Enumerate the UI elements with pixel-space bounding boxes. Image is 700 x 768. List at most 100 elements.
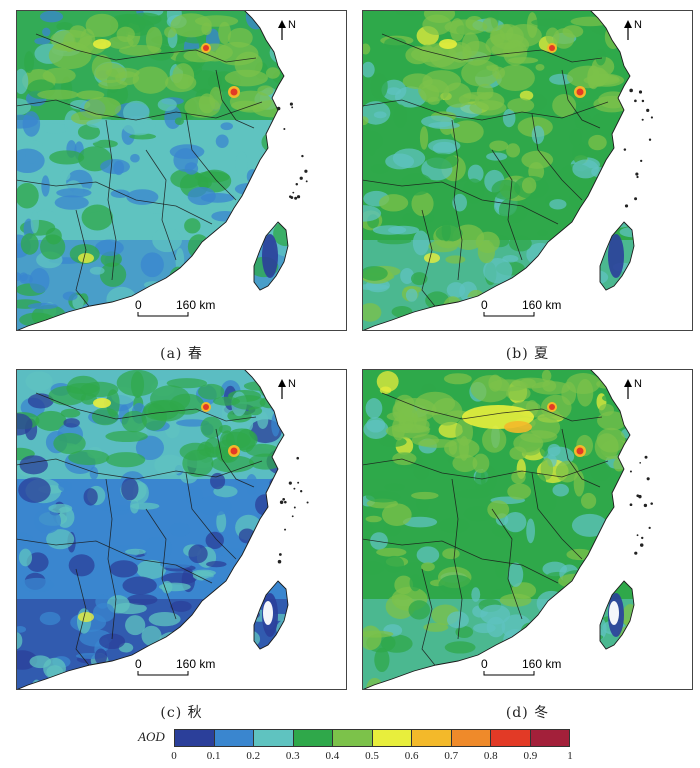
- legend-swatch: [214, 730, 254, 746]
- legend-tick-label: 0.5: [365, 750, 379, 762]
- legend-tick-label: 0.4: [325, 750, 340, 762]
- island: [293, 506, 296, 509]
- coastline: [16, 369, 285, 690]
- island: [629, 470, 632, 473]
- legend-tick-label: 0: [171, 750, 177, 762]
- scale-bar: 0 160 km: [135, 298, 215, 317]
- legend-tick-label: 0.1: [206, 750, 221, 762]
- scale-zero-label: 0: [481, 657, 488, 671]
- north-label: N: [288, 19, 296, 31]
- island: [296, 195, 301, 199]
- island: [641, 536, 644, 540]
- island: [293, 487, 296, 490]
- island: [644, 455, 648, 459]
- scale-distance-label: 160 km: [176, 657, 215, 671]
- island: [295, 183, 299, 186]
- legend-swatch: [491, 730, 531, 746]
- aod-map-autumn: N 0 160 km: [16, 369, 347, 690]
- taiwan-coast: [253, 580, 289, 650]
- island: [290, 196, 294, 199]
- legend-swatch: [372, 730, 412, 746]
- caption-spring: (a) 春: [160, 346, 203, 362]
- island: [284, 528, 287, 531]
- legend-title: AOD: [138, 729, 165, 744]
- island: [299, 176, 303, 180]
- island: [305, 180, 308, 183]
- island: [629, 503, 633, 507]
- aod-field: [362, 10, 634, 331]
- island: [646, 477, 650, 481]
- coastline: [362, 369, 631, 690]
- scale-zero-label: 0: [135, 298, 142, 312]
- caption-summer: (b) 夏: [505, 346, 550, 362]
- north-arrow-icon: N: [278, 378, 296, 399]
- island: [289, 102, 293, 106]
- island: [634, 99, 637, 103]
- panel-frame: [362, 10, 693, 331]
- aod-field: [16, 10, 288, 331]
- legend-tick-label: 0.8: [483, 750, 498, 762]
- island: [301, 154, 304, 158]
- scale-bar: 0 160 km: [481, 657, 561, 676]
- island: [623, 148, 627, 151]
- legend-swatch: [293, 730, 333, 746]
- island: [304, 169, 308, 173]
- island: [300, 490, 303, 493]
- caption-autumn: (c) 秋: [160, 705, 203, 721]
- island: [294, 196, 298, 200]
- coastline: [362, 10, 631, 331]
- aod-field: [362, 369, 634, 690]
- island: [636, 534, 639, 537]
- scale-distance-label: 160 km: [176, 298, 215, 312]
- map-body: N 0 160 km: [362, 369, 693, 690]
- aod-legend: AOD 0 0.1 0.2 0.3 0.4 0.5 0.6 0.7 0.8 0.9 1: [130, 728, 580, 768]
- legend-swatch: [412, 730, 452, 746]
- map-body: N 0 160 km: [16, 369, 347, 690]
- aod-map-winter: N 0 160 km: [362, 369, 693, 690]
- island: [629, 88, 633, 93]
- legend-tick-label: 0.7: [444, 750, 459, 762]
- island: [306, 501, 309, 504]
- island: [634, 551, 638, 555]
- panel-frame: [362, 369, 693, 690]
- island: [650, 502, 653, 505]
- aod-map-summer: N 0 160 km: [362, 10, 693, 331]
- island: [639, 543, 644, 547]
- island: [636, 494, 640, 498]
- island: [636, 175, 639, 179]
- island: [284, 500, 287, 504]
- island: [292, 191, 295, 194]
- panel-frame: [16, 10, 347, 331]
- island: [634, 197, 638, 201]
- island: [648, 526, 651, 529]
- island: [624, 204, 629, 208]
- legend-tick-label: 0.2: [246, 750, 261, 762]
- map-body: N 0 160 km: [16, 10, 347, 331]
- scale-zero-label: 0: [481, 298, 488, 312]
- island: [639, 462, 642, 464]
- island: [646, 108, 650, 113]
- island: [641, 118, 644, 121]
- island: [643, 503, 648, 508]
- island: [650, 116, 654, 119]
- scale-distance-label: 160 km: [522, 298, 561, 312]
- island: [288, 481, 292, 485]
- island: [638, 90, 643, 94]
- legend-color-bar: [174, 729, 570, 747]
- scale-bar: 0 160 km: [481, 298, 561, 317]
- scale-bar: 0 160 km: [135, 657, 215, 676]
- island: [291, 106, 294, 109]
- map-panel-autumn: N 0 160 km: [16, 369, 347, 690]
- taiwan-coast: [599, 221, 635, 291]
- map-body: N 0 160 km: [362, 10, 693, 331]
- island: [278, 553, 282, 556]
- taiwan-coast: [599, 580, 635, 650]
- north-label: N: [288, 378, 296, 390]
- legend-swatch: [175, 730, 215, 746]
- north-label: N: [634, 378, 642, 390]
- island: [283, 127, 286, 130]
- legend-swatch: [451, 730, 491, 746]
- legend-tick-label: 0.3: [285, 750, 300, 762]
- north-arrow-icon: N: [278, 19, 296, 40]
- island: [635, 172, 639, 176]
